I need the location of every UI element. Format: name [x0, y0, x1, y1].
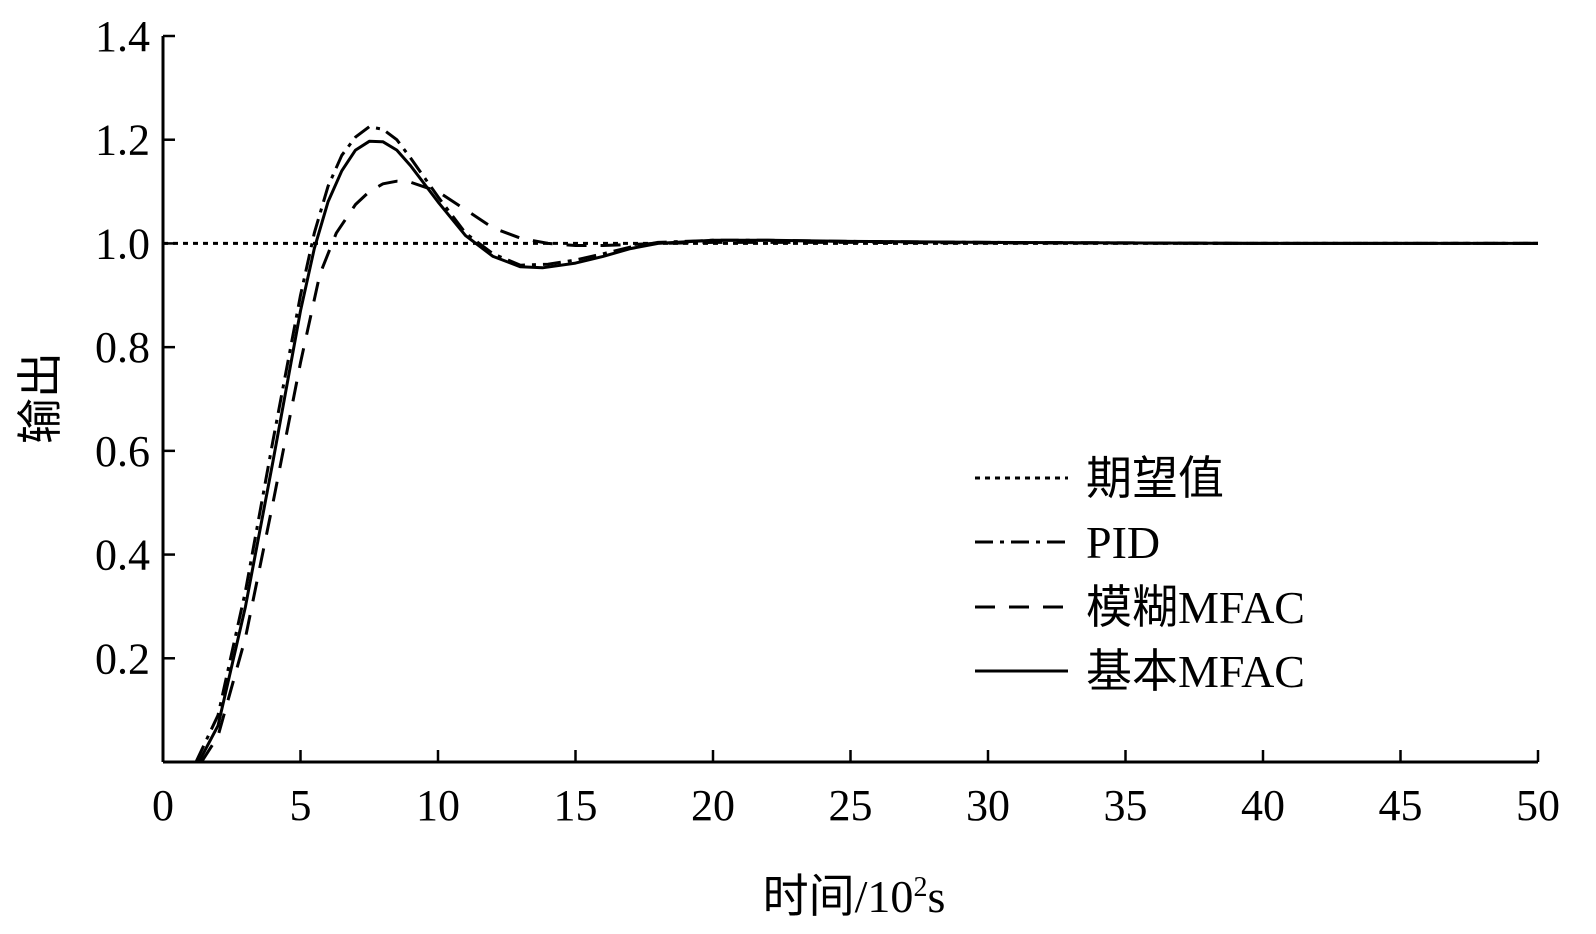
y-tick-label: 0.2 — [95, 634, 150, 683]
axes: 0 5 10 15 20 25 30 35 40 45 50 0.2 0.4 0.6 0.8 1.0 1.2 1.… — [95, 12, 1560, 830]
x-tick-label: 45 — [1379, 781, 1423, 830]
x-tick-label: 5 — [290, 781, 312, 830]
x-tick-label: 20 — [691, 781, 735, 830]
x-axis-label-main: 时间/10 — [763, 871, 914, 922]
legend-label: 基本MFAC — [1086, 646, 1305, 697]
y-axis-label: 输出 — [15, 352, 66, 444]
x-tick-label: 30 — [966, 781, 1010, 830]
series-line — [197, 139, 1538, 763]
series-layer — [163, 125, 1538, 763]
y-tick-label: 0.6 — [95, 427, 150, 476]
x-tick-label: 0 — [152, 781, 174, 830]
y-tick-label: 1.0 — [95, 219, 150, 268]
legend-label: 模糊MFAC — [1086, 582, 1305, 633]
x-axis-label-unit: s — [927, 871, 945, 922]
y-tick-label: 1.4 — [95, 12, 150, 61]
x-tick-label: 50 — [1516, 781, 1560, 830]
y-tick-label: 0.4 — [95, 531, 150, 580]
x-tick-label: 10 — [416, 781, 460, 830]
series-line — [200, 179, 1538, 763]
x-tick-label: 15 — [554, 781, 598, 830]
x-tick-label: 40 — [1241, 781, 1285, 830]
legend: 期望值 PID 模糊MFAC 基本MFAC — [975, 453, 1305, 697]
x-tick-label: 35 — [1104, 781, 1148, 830]
x-axis-label: 时间/102s — [763, 871, 946, 922]
y-tick-label: 0.8 — [95, 323, 150, 372]
legend-label: 期望值 — [1086, 453, 1224, 504]
y-tick-label: 1.2 — [95, 116, 150, 165]
x-tick-label: 25 — [829, 781, 873, 830]
series-line — [194, 125, 1538, 763]
x-axis-label-sup: 2 — [913, 872, 927, 903]
legend-label: PID — [1086, 517, 1160, 568]
